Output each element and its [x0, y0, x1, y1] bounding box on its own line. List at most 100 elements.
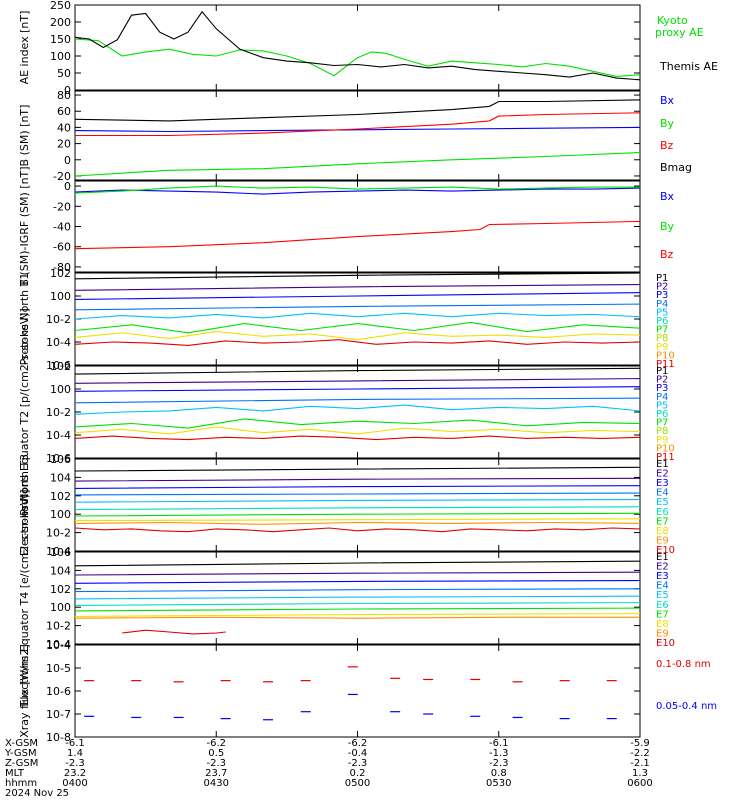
- series-line: [74, 187, 641, 195]
- series-line: [74, 485, 641, 489]
- x-axis-value: -2.3: [348, 758, 368, 769]
- series-line: [74, 272, 641, 280]
- series-line: [74, 220, 641, 250]
- y-tick-label: 10-5: [46, 662, 71, 675]
- series-line: [74, 38, 641, 77]
- legend-entry: P3: [656, 383, 668, 394]
- y-tick-label: 10-4: [46, 638, 71, 651]
- x-axis-value: 0530: [486, 778, 511, 789]
- y-tick-label: 106: [50, 453, 71, 466]
- x-axis-row-label: X-GSM: [5, 738, 38, 749]
- y-tick-label: 0: [64, 154, 71, 167]
- series-line: [74, 339, 641, 346]
- x-axis-value: 0400: [62, 778, 87, 789]
- series-line: [74, 579, 641, 584]
- y-tick-label: 80: [57, 89, 71, 102]
- series-line: [74, 602, 641, 606]
- y-axis-label: Xray flux [W/m2]: [18, 644, 31, 738]
- panel-frame: [74, 4, 641, 91]
- y-tick-label: 10-2: [46, 313, 71, 326]
- series-line: [74, 185, 640, 194]
- legend-entry: P8: [656, 333, 668, 344]
- legend-entry: E7: [656, 516, 669, 527]
- legend-entry: Themis AE: [659, 60, 718, 73]
- series-line: [74, 303, 641, 311]
- y-tick-label: 0: [64, 84, 71, 97]
- y-tick-label: -80: [53, 261, 71, 274]
- series-line: [74, 283, 641, 291]
- legend-entry: P5: [656, 400, 668, 411]
- legend-entry: E8: [656, 619, 669, 630]
- y-tick-label: 10-4: [46, 545, 71, 558]
- x-axis-value: -2.3: [206, 758, 226, 769]
- legend-entry: Bx: [660, 190, 675, 203]
- x-axis-value: -5.9: [630, 738, 650, 749]
- series-line: [74, 518, 641, 522]
- legend-entry: Bz: [660, 139, 674, 152]
- y-tick-label: 10-4: [46, 429, 71, 442]
- series-line: [74, 588, 641, 593]
- series-line: [74, 560, 641, 567]
- legend-entry: E1: [656, 552, 669, 563]
- y-tick-label: 104: [50, 471, 71, 484]
- y-tick-label: 100: [50, 601, 71, 614]
- y-tick-label: 10-2: [46, 527, 71, 540]
- series-line: [74, 397, 641, 404]
- y-tick-label: -20: [53, 200, 71, 213]
- panel-frame: [74, 180, 641, 273]
- x-axis-row-label: Z-GSM: [5, 758, 38, 769]
- legend-entry: P7: [656, 418, 668, 429]
- x-axis-row-label: Y-GSM: [4, 748, 37, 759]
- x-axis-value: 0430: [204, 778, 229, 789]
- series-line: [74, 99, 641, 122]
- legend-entry: E10: [656, 545, 675, 556]
- series-line: [74, 418, 641, 429]
- y-tick-label: 102: [50, 267, 71, 280]
- y-tick-label: 40: [57, 121, 71, 134]
- legend-entry: P1: [656, 366, 668, 377]
- x-axis-value: 0500: [345, 778, 370, 789]
- legend-entry: P6: [656, 316, 668, 327]
- series-line: [74, 512, 641, 517]
- legend-entry: By: [660, 117, 675, 130]
- y-tick-label: 10-6: [46, 359, 71, 372]
- legend-entry: Bz: [660, 248, 674, 261]
- legend-entry: E10: [656, 638, 675, 649]
- y-tick-label: 102: [50, 360, 71, 373]
- legend-entry: E8: [656, 526, 669, 537]
- legend-entry: P1: [656, 273, 668, 284]
- series-line: [74, 607, 641, 612]
- x-axis-value: 1.4: [67, 748, 83, 759]
- x-axis-value: -2.3: [65, 758, 85, 769]
- series-line: [74, 571, 641, 576]
- legend-entry: Bmag: [660, 161, 692, 174]
- legend-entry: E2: [656, 469, 669, 480]
- series-line: [122, 629, 226, 635]
- series-line: [74, 367, 641, 375]
- x-axis-value: -0.4: [348, 748, 368, 759]
- y-tick-label: -40: [53, 221, 71, 234]
- y-tick-label: 100: [50, 50, 71, 63]
- legend-entry: proxy AE: [655, 26, 704, 39]
- legend-entry: P2: [656, 282, 668, 293]
- y-tick-label: 102: [50, 583, 71, 596]
- legend-entry: P6: [656, 409, 668, 420]
- legend-entry: P11: [656, 452, 675, 463]
- series-line: [74, 151, 641, 177]
- y-axis-label: AE index [nT]: [18, 11, 31, 85]
- legend-entry: P7: [656, 325, 668, 336]
- y-axis-label: B (SM) [nT]: [18, 105, 31, 167]
- y-tick-label: 106: [50, 546, 71, 559]
- x-axis-value: -2.3: [489, 758, 509, 769]
- x-axis-value: 23.7: [205, 768, 227, 779]
- series-line: [74, 321, 641, 334]
- x-axis-value: -6.2: [348, 738, 368, 749]
- legend-entry: P9: [656, 435, 668, 446]
- x-axis-value: 0.5: [208, 748, 224, 759]
- legend-entry: E3: [656, 478, 669, 489]
- panel-frame: [74, 458, 641, 552]
- x-axis-value: -2.2: [630, 748, 650, 759]
- legend-entry: E2: [656, 562, 669, 573]
- legend-entry: P9: [656, 342, 668, 353]
